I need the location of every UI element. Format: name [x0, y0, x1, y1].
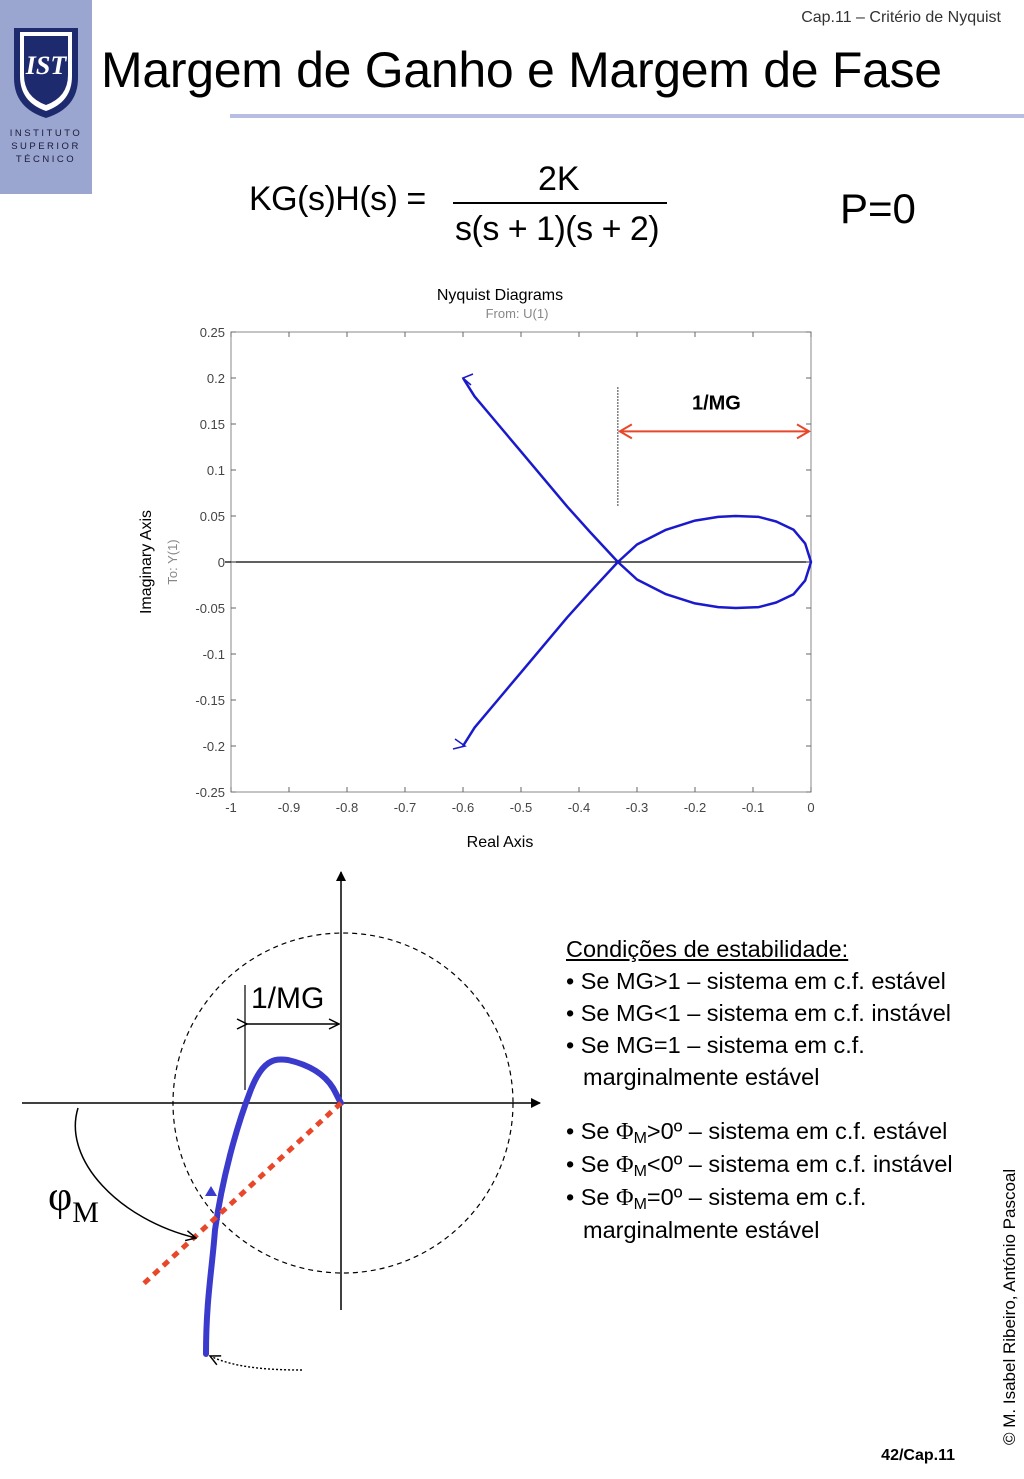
nyquist-curve — [461, 377, 813, 747]
condition-prefix: • Se — [566, 1118, 617, 1144]
y-tick-label: -0.05 — [195, 601, 225, 616]
curve-end-marker — [461, 373, 474, 386]
mg-label: 1/MG — [251, 982, 324, 1015]
condition-prefix: • Se — [566, 1184, 617, 1210]
ist-shield-icon: IST — [14, 28, 78, 118]
mg-annotation-label: 1/MG — [692, 392, 741, 414]
x-tick-label: -0.1 — [742, 800, 764, 815]
condition-text: <0º – sistema em c.f. instável — [646, 1151, 953, 1177]
condition-item: • Se ΦM>0º – sistema em c.f. estável — [566, 1115, 983, 1148]
phi-symbol: Φ — [616, 1152, 634, 1178]
chart-title: Nyquist Diagrams — [437, 287, 563, 304]
phi-subscript: M — [72, 1196, 99, 1229]
fraction-bar — [453, 202, 667, 204]
condition-item: • Se ΦM<0º – sistema em c.f. instável — [566, 1148, 983, 1181]
x-tick-label: -0.7 — [394, 800, 416, 815]
condition-text: >0º – sistema em c.f. estável — [646, 1118, 948, 1144]
equation-lhs: KG(s)H(s) = — [249, 180, 426, 218]
y-tick-label: -0.25 — [195, 785, 225, 800]
y-tick-label: -0.15 — [195, 693, 225, 708]
phi-symbol: Φ — [616, 1185, 634, 1211]
logo-mark: IST — [25, 51, 68, 80]
x-tick-label: -0.5 — [510, 800, 532, 815]
phi-m-label: φM — [48, 1174, 99, 1229]
stability-conditions: Condições de estabilidade: • Se MG>1 – s… — [566, 933, 983, 1246]
equation-denominator: s(s + 1)(s + 2) — [455, 210, 660, 248]
phase-margin-arc-arrow — [74, 1107, 196, 1238]
y-tick-label: -0.1 — [203, 647, 225, 662]
chart-subtitle: From: U(1) — [486, 306, 549, 321]
x-tick-label: -0.3 — [626, 800, 648, 815]
ist-logo: IST INSTITUTO SUPERIOR TÉCNICO — [0, 0, 92, 194]
y-tick-label: 0.15 — [200, 417, 225, 432]
open-loop-poles-label: P=0 — [840, 185, 916, 232]
curve-direction-arrow-icon — [205, 1186, 217, 1196]
x-tick-label: -0.2 — [684, 800, 706, 815]
logo-line: INSTITUTO — [9, 128, 83, 139]
phi-subscript: M — [633, 1196, 647, 1213]
x-tick-label: 0 — [807, 800, 814, 815]
conditions-title: Condições de estabilidade: — [566, 936, 849, 962]
condition-item: • Se MG=1 – sistema em c.f. marginalment… — [566, 1032, 865, 1090]
y-tick-label: 0 — [218, 555, 225, 570]
x-tick-label: -0.4 — [568, 800, 590, 815]
logo-line: TÉCNICO — [15, 154, 77, 165]
phi-symbol: Φ — [616, 1119, 634, 1145]
mg-arrow-head — [796, 423, 811, 440]
curve-end-marker — [452, 738, 467, 750]
x-tick-label: -1 — [225, 800, 237, 815]
phase-margin-sketch: 1/MG φM — [22, 871, 541, 1371]
x-axis-label: Real Axis — [467, 834, 534, 851]
omega-direction-arrow — [210, 1356, 303, 1371]
phi-subscript: M — [633, 1163, 647, 1180]
title-rule — [230, 114, 1024, 118]
condition-item: • Se MG>1 – sistema em c.f. estável — [566, 968, 946, 994]
mg-arrow-head — [617, 423, 633, 440]
phase-margin-line — [138, 1101, 343, 1289]
x-tick-label: -0.8 — [336, 800, 358, 815]
y-axis-secondary-label: To: Y(1) — [165, 539, 180, 584]
y-tick-label: 0.25 — [200, 325, 225, 340]
copyright: © M. Isabel Ribeiro, António Pascoal — [1000, 1168, 1019, 1445]
nyquist-sketch-curve — [203, 1056, 344, 1357]
slide-title: Margem de Ganho e Margem de Fase — [101, 42, 942, 98]
x-tick-label: -0.6 — [452, 800, 474, 815]
y-tick-label: 0.2 — [207, 371, 225, 386]
phi-subscript: M — [633, 1130, 647, 1147]
x-tick-label: -0.9 — [278, 800, 300, 815]
condition-item: • Se ΦM=0º – sistema em c.f. marginalmen… — [566, 1181, 983, 1246]
nyquist-chart: Nyquist Diagrams From: U(1) -1 -0.9 -0.8 -0… — [138, 287, 815, 851]
y-tick-label: 0.05 — [200, 509, 225, 524]
chapter-header: Cap.11 – Critério de Nyquist — [801, 9, 1001, 26]
page-number: 42/Cap.11 — [881, 1447, 955, 1464]
equation-numerator: 2K — [538, 160, 580, 198]
condition-text: =0º – sistema em c.f. marginalmente está… — [583, 1184, 867, 1243]
condition-prefix: • Se — [566, 1151, 617, 1177]
y-tick-label: 0.1 — [207, 463, 225, 478]
condition-item: • Se MG<1 – sistema em c.f. instável — [566, 1000, 952, 1026]
y-axis-label: Imaginary Axis — [138, 510, 155, 614]
logo-line: SUPERIOR — [11, 141, 81, 152]
y-tick-label: -0.2 — [203, 739, 225, 754]
logo-text: INSTITUTO SUPERIOR TÉCNICO — [6, 127, 86, 166]
phi-symbol: φ — [48, 1174, 72, 1220]
